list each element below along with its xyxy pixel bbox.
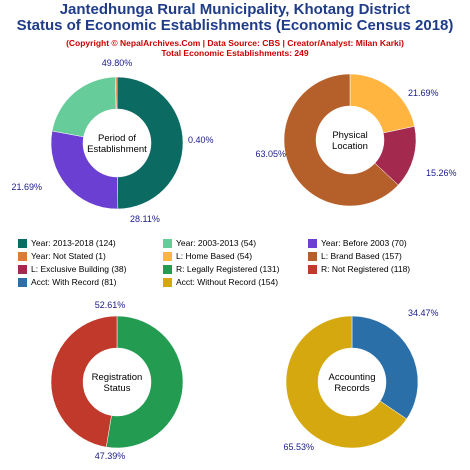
donut-chart-1: 49.80% 28.11% 21.69% 0.40% Period ofEstablis…	[11, 58, 213, 224]
legend-swatch	[163, 251, 172, 261]
legend-item: L: Brand Based (157)	[308, 251, 402, 261]
slice-percent-label: 52.61%	[95, 300, 126, 310]
legend-swatch	[18, 238, 27, 248]
legend-item: L: Home Based (54)	[163, 251, 252, 261]
legend-swatch	[18, 264, 27, 274]
slice-percent-label: 21.69%	[408, 88, 439, 98]
donut-slice	[351, 315, 419, 420]
donut-center-label: Accounting	[328, 372, 375, 383]
legend-swatch	[308, 264, 317, 274]
legend-label: R: Legally Registered (131)	[176, 264, 280, 274]
chart-title-line2: Status of Economic Establishments (Econo…	[16, 17, 454, 34]
donut-center-label: Registration	[92, 372, 143, 383]
slice-percent-label: 47.39%	[95, 451, 126, 461]
legend-swatch	[163, 277, 172, 287]
slice-percent-label: 15.26%	[426, 168, 457, 178]
slice-percent-label: 34.47%	[408, 308, 439, 318]
donut-slice	[50, 130, 119, 210]
donut-slice	[349, 73, 415, 134]
legend-item: Year: Before 2003 (70)	[308, 238, 407, 248]
slice-percent-label: 21.69%	[11, 182, 42, 192]
donut-center-label: Records	[334, 383, 370, 394]
donut-slice	[285, 315, 408, 449]
legend-item: R: Not Registered (118)	[308, 264, 410, 274]
donut-slice	[115, 76, 118, 110]
legend-swatch	[163, 238, 172, 248]
legend-swatch	[308, 251, 317, 261]
slice-percent-label: 49.80%	[102, 58, 133, 68]
legend-item: Year: 2013-2018 (124)	[18, 238, 116, 248]
slice-percent-label: 28.11%	[130, 214, 160, 224]
donut-slice	[116, 76, 184, 210]
credit-line: (Copyright © NepalArchives.Com | Data So…	[66, 38, 404, 48]
legend-item: Year: 2003-2013 (54)	[163, 238, 256, 248]
legend-label: L: Exclusive Building (38)	[31, 264, 127, 274]
donut-slice	[283, 73, 399, 207]
donut-slice	[51, 76, 117, 138]
legend-label: Year: 2013-2018 (124)	[31, 238, 116, 248]
donut-slice	[105, 315, 184, 449]
legend-item: Acct: Without Record (154)	[163, 277, 278, 287]
legend-label: L: Home Based (54)	[176, 251, 253, 261]
slice-percent-label: 65.53%	[283, 442, 314, 452]
legend-swatch	[308, 238, 317, 248]
donut-slice	[50, 315, 118, 448]
legend-label: Year: Before 2003 (70)	[321, 238, 407, 248]
legend-label: Acct: With Record (81)	[31, 277, 117, 287]
legend-item: Year: Not Stated (1)	[18, 251, 106, 261]
legend-swatch	[18, 277, 27, 287]
slice-percent-label: 63.05%	[255, 149, 286, 159]
legend-label: Acct: Without Record (154)	[176, 277, 279, 287]
legend-swatch	[163, 264, 172, 274]
legend-label: Year: Not Stated (1)	[31, 251, 106, 261]
legend-swatch	[18, 251, 27, 261]
chart-title-line1: Jantedhunga Rural Municipality, Khotang …	[59, 1, 411, 18]
donut-center-label: Status	[104, 383, 131, 394]
legend-label: Year: 2003-2013 (54)	[176, 238, 257, 248]
slice-percent-label: 0.40%	[188, 135, 214, 145]
legend-label: L: Brand Based (157)	[321, 251, 402, 261]
legend-item: Acct: With Record (81)	[18, 277, 117, 287]
donut-center-label: Physical	[332, 130, 367, 141]
donut-center-label: Location	[332, 141, 368, 152]
donut-center-label: Establishment	[87, 144, 147, 155]
legend-label: R: Not Registered (118)	[321, 264, 411, 274]
legend-item: L: Exclusive Building (38)	[18, 264, 126, 274]
legend-item: R: Legally Registered (131)	[163, 264, 279, 274]
total-line: Total Economic Establishments: 249	[161, 48, 309, 58]
donut-center-label: Period of	[98, 133, 136, 144]
